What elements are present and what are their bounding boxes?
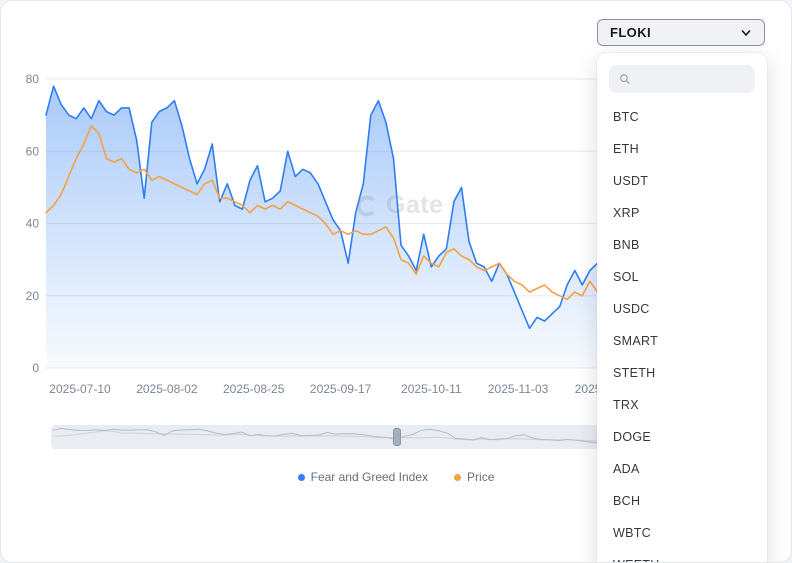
legend-marker bbox=[297, 473, 305, 481]
svg-text:2025-07-10: 2025-07-10 bbox=[49, 382, 111, 396]
dropdown-item-xrp[interactable]: XRP bbox=[613, 206, 640, 220]
fgi-line bbox=[45, 85, 674, 330]
svg-text:40: 40 bbox=[26, 217, 40, 231]
range-slider-handle[interactable] bbox=[393, 428, 401, 446]
price-line bbox=[45, 125, 674, 301]
coin-selector-button[interactable]: FLOKI bbox=[597, 19, 765, 46]
coin-dropdown-panel: BTC ETH USDT XRP BNB SOL USDC SMART STETH TRX DOGE… bbox=[597, 53, 767, 562]
x-axis: 2025-07-10 2025-08-02 2025-08-25 2025-09-17… bbox=[49, 382, 635, 396]
svg-text:60: 60 bbox=[26, 144, 40, 158]
legend-item-price[interactable]: Price bbox=[454, 470, 494, 484]
dropdown-item-wbtc[interactable]: WBTC bbox=[613, 526, 651, 540]
svg-text:2025-10-11: 2025-10-11 bbox=[401, 382, 462, 396]
dropdown-item-bnb[interactable]: BNB bbox=[613, 238, 640, 252]
dropdown-item-weeth[interactable]: WEETH bbox=[609, 549, 755, 562]
svg-text:2025-11-03: 2025-11-03 bbox=[488, 382, 549, 396]
coin-search-box[interactable] bbox=[609, 65, 755, 93]
svg-text:2025-08-02: 2025-08-02 bbox=[136, 382, 198, 396]
legend-marker bbox=[454, 473, 462, 481]
dropdown-item-bch[interactable]: BCH bbox=[613, 494, 641, 508]
dropdown-item-trx[interactable]: TRX bbox=[613, 398, 639, 412]
svg-text:0: 0 bbox=[32, 361, 39, 375]
svg-text:2025-09-17: 2025-09-17 bbox=[310, 382, 372, 396]
search-icon bbox=[620, 74, 630, 84]
coin-list: BTC ETH USDT XRP BNB SOL USDC SMART STETH TRX DOGE… bbox=[609, 101, 755, 562]
legend-label: Price bbox=[467, 470, 495, 484]
coin-search-input[interactable] bbox=[636, 71, 745, 87]
dropdown-item-usdt[interactable]: USDT bbox=[613, 174, 649, 188]
svg-text:80: 80 bbox=[26, 72, 40, 86]
dropdown-item-usdc[interactable]: USDC bbox=[613, 302, 650, 316]
svg-text:20: 20 bbox=[26, 289, 40, 303]
legend-item-fear-and-greed-index[interactable]: Fear and Greed Index bbox=[297, 470, 429, 484]
dropdown-item-ada[interactable]: ADA bbox=[613, 462, 640, 476]
dropdown-item-smart[interactable]: SMART bbox=[613, 334, 659, 348]
dropdown-item-btc[interactable]: BTC bbox=[613, 110, 639, 124]
fgi-area bbox=[46, 86, 673, 368]
coin-selector-value: FLOKI bbox=[610, 25, 651, 40]
chevron-down-icon bbox=[741, 29, 751, 36]
chart-legend: Fear and Greed Index Price bbox=[1, 470, 791, 484]
dropdown-item-eth[interactable]: ETH bbox=[613, 142, 639, 156]
svg-text:2025-08-25: 2025-08-25 bbox=[223, 382, 285, 396]
legend-label: Fear and Greed Index bbox=[310, 470, 429, 484]
dropdown-item-sol[interactable]: SOL bbox=[613, 270, 639, 284]
dropdown-item-steth[interactable]: STETH bbox=[613, 366, 656, 380]
dropdown-item-doge[interactable]: DOGE bbox=[613, 430, 652, 444]
